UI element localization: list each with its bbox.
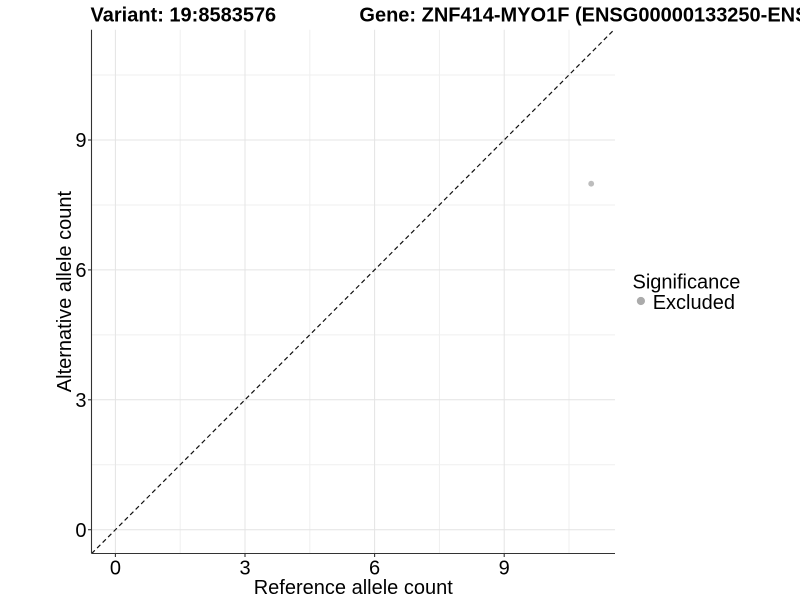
svg-text:Significance: Significance [633, 271, 741, 293]
svg-text:0: 0 [110, 557, 121, 579]
svg-text:9: 9 [75, 130, 86, 152]
svg-text:6: 6 [369, 557, 380, 579]
svg-text:Variant: 19:8583576: Variant: 19:8583576 [91, 5, 277, 27]
svg-text:3: 3 [239, 557, 250, 579]
svg-text:Reference allele count: Reference allele count [254, 577, 453, 599]
svg-text:3: 3 [75, 390, 86, 412]
svg-text:Gene: ZNF414-MYO1F (ENSG000001: Gene: ZNF414-MYO1F (ENSG00000133250-ENSG… [359, 5, 800, 27]
svg-text:0: 0 [75, 520, 86, 542]
svg-text:9: 9 [499, 557, 510, 579]
svg-text:Excluded: Excluded [653, 292, 735, 314]
svg-text:6: 6 [75, 260, 86, 282]
svg-text:Alternative allele count: Alternative allele count [54, 191, 76, 393]
